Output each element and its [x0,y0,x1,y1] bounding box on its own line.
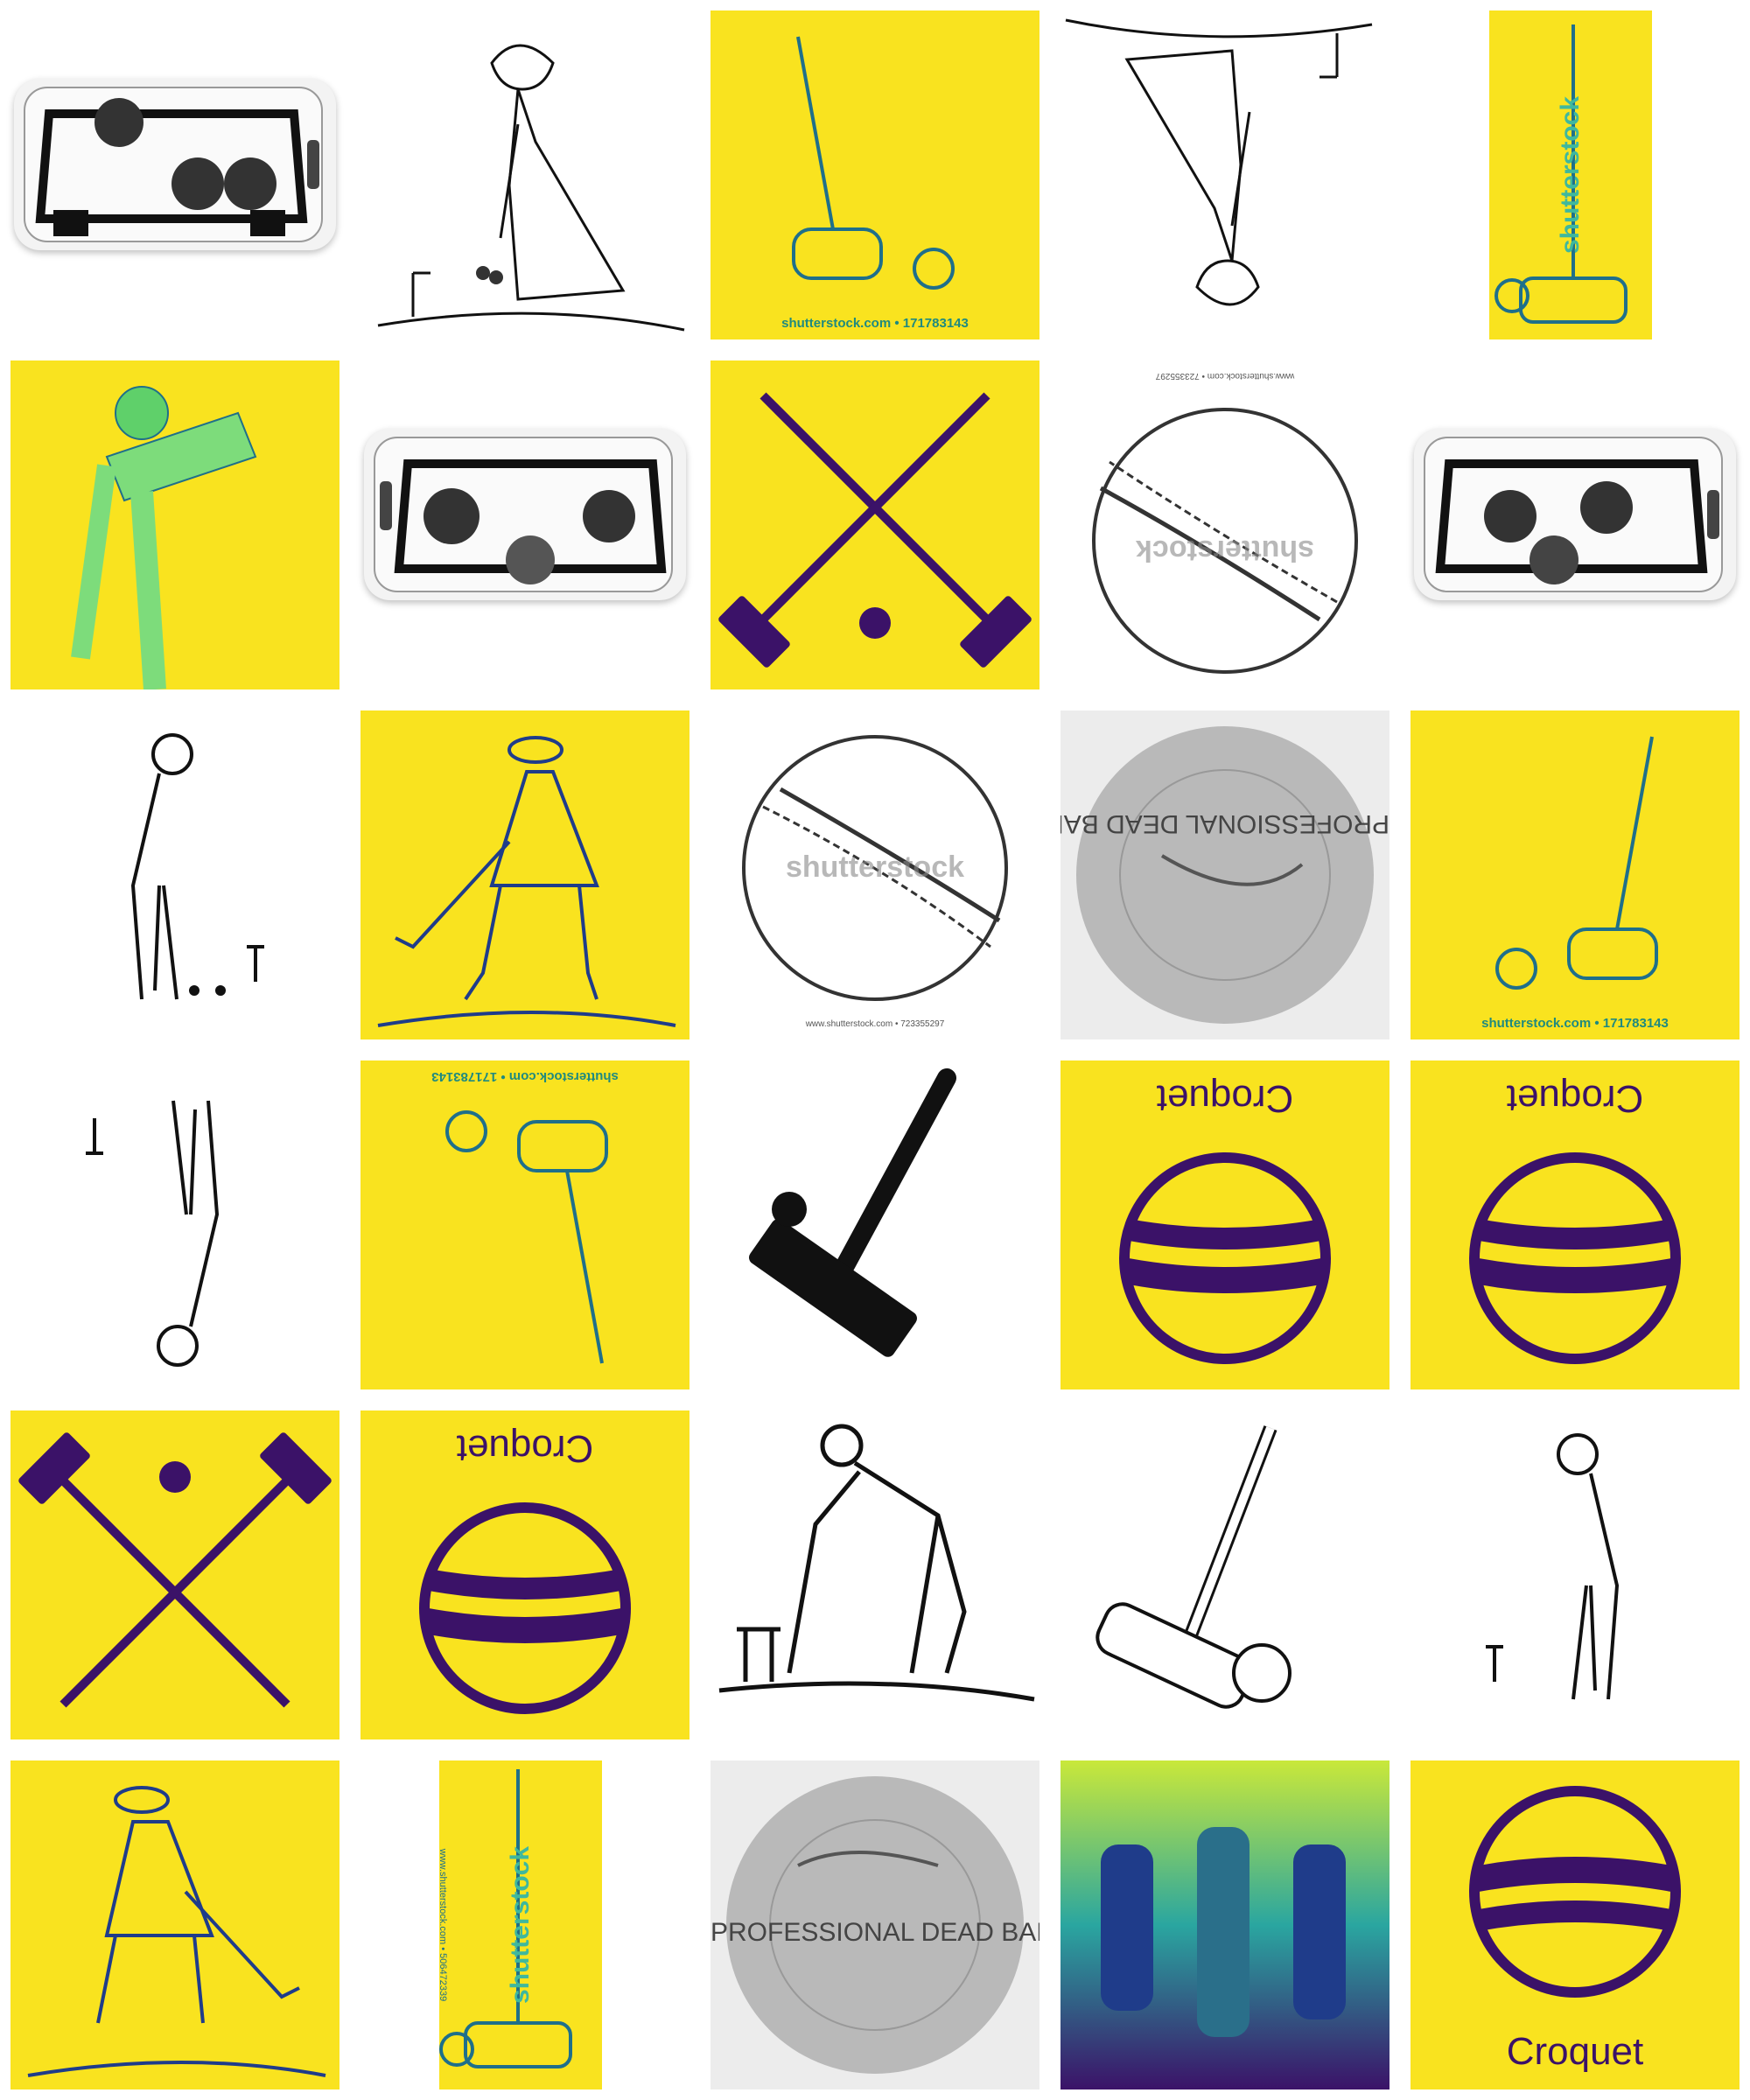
croquet-title: Croquet [1506,2030,1644,2073]
player-icon [1410,1410,1740,1740]
result-tile[interactable] [0,350,350,700]
ball-icon: PROFESSIONAL DEAD BALL [1060,710,1390,1040]
result-tile[interactable]: shutterstock.com • 171783143 [700,0,1050,350]
result-tile[interactable]: Croquet [1400,1750,1750,2100]
mallet-ball-icon: shutterstock.com • 171783143 [710,10,1040,340]
ball-inscription: PROFESSIONAL DEAD BALL [1060,809,1390,838]
result-tile[interactable] [1400,350,1750,700]
result-tile[interactable] [0,1050,350,1400]
result-tile[interactable] [350,700,700,1050]
player-icon [10,1760,340,2090]
watermark-text: shutterstock [1135,534,1315,567]
watermark-text: shutterstock [785,850,965,884]
player-icon [360,710,690,1040]
result-tile[interactable]: shutterstock www.shutterstock.com • 7233… [1050,350,1400,700]
result-tile[interactable]: shutterstock.com • 171783143 [350,1050,700,1400]
result-tile[interactable] [1400,1400,1750,1750]
result-tile[interactable] [1050,0,1400,350]
lady-player-icon [1060,10,1390,340]
result-tile[interactable] [350,350,700,700]
result-tile[interactable] [0,1750,350,2100]
player-icon [10,1060,340,1390]
result-tile[interactable]: shutterstock www.shutterstock.com • 5064… [350,1750,700,2100]
result-tile[interactable]: Croquet [1050,1050,1400,1400]
result-tile[interactable]: PROFESSIONAL DEAD BALL [1050,700,1400,1050]
ball-icon: shutterstock www.shutterstock.com • 7233… [710,710,1040,1040]
phone-case-icon [14,79,336,250]
stock-id-caption: shutterstock.com • 171783143 [781,316,969,331]
croquet-ball-logo-icon: Croquet [360,1410,690,1740]
result-tile[interactable]: Croquet [350,1400,700,1750]
croquet-title: Croquet [456,1427,594,1470]
crossed-mallets-icon [10,1410,340,1740]
mallet-ball-icon: shutterstock.com • 171783143 [360,1060,690,1390]
stock-id-caption: www.shutterstock.com • 723355297 [1155,371,1295,381]
croquet-title: Croquet [1156,1077,1294,1120]
photo-icon [1060,1760,1390,2090]
ball-icon: shutterstock www.shutterstock.com • 7233… [1060,360,1390,690]
phone-case-icon [364,429,686,600]
result-tile[interactable]: shutterstock [1400,0,1750,350]
ball-icon: PROFESSIONAL DEAD BALL [710,1760,1040,2090]
stock-id-caption: shutterstock.com • 171783143 [1481,1016,1669,1031]
result-tile[interactable] [700,1050,1050,1400]
croquet-ball-logo-icon: Croquet [1060,1060,1390,1390]
result-tile[interactable] [1050,1400,1400,1750]
watermark-text: shutterstock [506,1845,535,2005]
result-tile[interactable] [700,350,1050,700]
stock-id-caption: shutterstock.com • 171783143 [431,1069,619,1084]
croquet-ball-logo-icon: Croquet [1410,1760,1740,2090]
result-tile[interactable] [0,1400,350,1750]
result-tile[interactable]: Croquet [1400,1050,1750,1400]
crossed-mallets-icon [710,360,1040,690]
result-tile[interactable]: PROFESSIONAL DEAD BALL [700,1750,1050,2100]
player-icon [710,1410,1040,1740]
result-tile[interactable] [1050,1750,1400,2100]
mallet-icon: shutterstock [1489,10,1652,340]
result-tile[interactable]: shutterstock.com • 171783143 [1400,700,1750,1050]
result-tile[interactable] [0,0,350,350]
phone-case-icon [1414,429,1736,600]
wireframe-mallet-icon [10,360,340,690]
lady-player-icon [360,10,690,340]
mallet-icon [710,1060,1040,1390]
result-tile[interactable] [700,1400,1050,1750]
result-tile[interactable]: shutterstock www.shutterstock.com • 7233… [700,700,1050,1050]
croquet-title: Croquet [1506,1077,1644,1120]
ball-inscription: PROFESSIONAL DEAD BALL [710,1918,1040,1947]
stock-id-caption: www.shutterstock.com • 723355297 [805,1019,945,1029]
mallet-ball-icon: shutterstock.com • 171783143 [1410,710,1740,1040]
watermark-text: shutterstock [1556,95,1585,255]
result-tile[interactable] [350,0,700,350]
stock-id-caption: www.shutterstock.com • 506472339 [439,1848,448,2002]
player-icon [10,710,340,1040]
result-tile[interactable] [0,700,350,1050]
mallet-icon [1060,1410,1390,1740]
mallet-icon: shutterstock www.shutterstock.com • 5064… [439,1760,602,2090]
croquet-ball-logo-icon: Croquet [1410,1060,1740,1390]
